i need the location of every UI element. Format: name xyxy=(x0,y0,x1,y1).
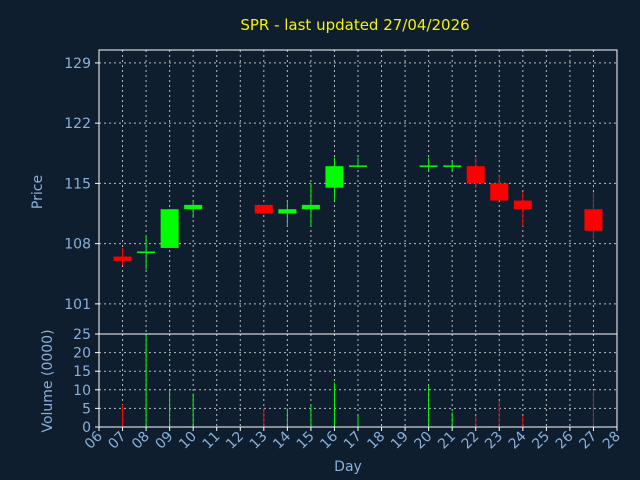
price-tick-label: 101 xyxy=(64,297,91,313)
price-tick-label: 129 xyxy=(64,56,91,72)
candles xyxy=(113,157,603,270)
x-tick-label: 10 xyxy=(176,429,200,453)
price-axis-label: Price xyxy=(30,175,46,209)
price-tick-label: 115 xyxy=(64,176,91,192)
x-tick-label: 14 xyxy=(270,428,294,452)
price-grid xyxy=(99,50,617,334)
price-tick-label: 122 xyxy=(64,116,91,132)
x-tick-label: 26 xyxy=(553,428,577,452)
candle-body xyxy=(466,166,485,184)
x-tick-label: 12 xyxy=(223,429,247,453)
candle-body xyxy=(301,204,320,210)
x-tick-label: 15 xyxy=(294,429,318,453)
x-tick-label: 07 xyxy=(105,429,129,453)
x-tick-label: 16 xyxy=(317,428,341,452)
volume-grid xyxy=(99,334,617,427)
candle-body xyxy=(137,251,156,253)
volume-tick-label: 0 xyxy=(82,420,91,436)
x-tick-label: 23 xyxy=(482,429,506,453)
candle-body xyxy=(443,165,462,167)
candle-body xyxy=(490,183,509,201)
candle-body xyxy=(254,204,273,214)
candle-body xyxy=(325,166,344,188)
x-tick-label: 28 xyxy=(600,429,624,453)
candle-body xyxy=(349,165,367,167)
x-tick-label: 24 xyxy=(506,428,530,452)
x-tick-label: 27 xyxy=(576,429,600,453)
chart-title: SPR - last updated 27/04/2026 xyxy=(240,16,469,34)
candle-body xyxy=(184,204,203,210)
candle-body xyxy=(513,200,532,210)
volume-tick-label: 15 xyxy=(73,364,91,380)
candle-body xyxy=(584,209,603,231)
x-tick-label: 09 xyxy=(153,429,177,453)
candle-body xyxy=(419,165,438,167)
x-tick-label: 19 xyxy=(388,429,412,453)
volume-tick-label: 10 xyxy=(73,383,91,399)
x-tick-label: 11 xyxy=(200,429,224,453)
candle-body xyxy=(160,209,179,248)
volume-axis-label: Volume (0000) xyxy=(40,329,56,432)
x-tick-label: 18 xyxy=(364,429,388,453)
volume-tick-label: 5 xyxy=(82,401,91,417)
x-tick-label: 13 xyxy=(247,429,271,453)
x-tick-label: 25 xyxy=(529,429,553,453)
x-tick-label: 20 xyxy=(412,429,436,453)
x-tick-label: 08 xyxy=(129,429,153,453)
x-tick-label: 21 xyxy=(435,429,459,453)
price-tick-label: 108 xyxy=(64,237,91,253)
candle-body xyxy=(113,256,132,261)
x-tick-label: 22 xyxy=(459,429,483,453)
volume-tick-label: 20 xyxy=(73,346,91,362)
x-tick-label: 17 xyxy=(341,429,365,453)
axes: 06 07 08 09 10 11 12 13 14 15 16 17 18 19 20 21 22 23 24 25… xyxy=(64,56,624,453)
volume-bars xyxy=(122,334,594,427)
volume-panel-frame xyxy=(98,333,618,428)
x-axis-label: Day xyxy=(334,459,362,475)
volume-tick-label: 25 xyxy=(73,327,91,343)
candle-body xyxy=(278,209,297,214)
